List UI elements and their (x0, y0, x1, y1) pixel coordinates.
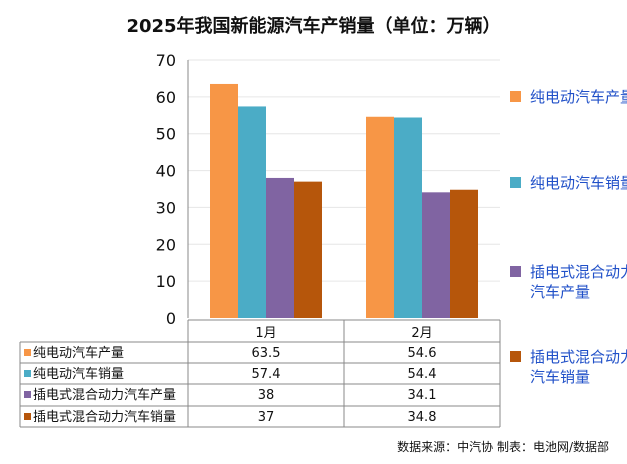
x-tick-label: 2月 (411, 326, 432, 341)
data-label: 37 (258, 410, 275, 425)
table-row-label: 插电式混合动力汽车销量 (33, 409, 176, 425)
data-label: 38 (258, 388, 275, 403)
data-label: 54.4 (408, 367, 437, 382)
data-label: 63.5 (252, 346, 281, 361)
bar-3-1 (450, 189, 478, 318)
x-tick-label: 1月 (255, 326, 276, 341)
source-note: 数据来源：中汽协 制表：电池网/数据部 (397, 440, 609, 454)
data-label: 54.6 (408, 346, 437, 361)
bar-0-0 (210, 83, 238, 318)
legend-label: 插电式混合动力汽车产量 (530, 263, 627, 301)
data-label: 57.4 (252, 367, 281, 382)
legend-label: 纯电动汽车产量 (530, 88, 627, 106)
table-legend-key (24, 349, 31, 356)
legend-item: 插电式混合动力汽车产量 (510, 262, 627, 302)
chart-title: 2025年我国新能源汽车产销量（单位：万辆） (126, 16, 501, 37)
bar-0-1 (366, 116, 394, 318)
legend-label: 纯电动汽车销量 (530, 174, 627, 192)
legend-item: 纯电动汽车销量 (510, 173, 627, 193)
bar-3-0 (294, 181, 322, 318)
y-tick-label: 40 (156, 162, 176, 181)
table-row-label: 纯电动汽车产量 (33, 345, 124, 361)
data-label: 34.1 (408, 388, 437, 403)
y-tick-label: 30 (156, 198, 176, 217)
table-row-label: 插电式混合动力汽车产量 (33, 387, 176, 403)
table-legend-key (24, 370, 31, 377)
y-tick-label: 0 (166, 309, 176, 328)
y-tick-label: 20 (156, 235, 176, 254)
legend-item: 纯电动汽车产量 (510, 87, 627, 107)
bar-1-1 (394, 117, 422, 318)
y-tick-label: 70 (156, 51, 176, 70)
table-row-label: 纯电动汽车销量 (33, 366, 124, 382)
data-label: 34.8 (408, 410, 437, 425)
table-legend-key (24, 413, 31, 420)
legend-swatch (510, 177, 521, 188)
y-tick-label: 60 (156, 88, 176, 107)
legend-label: 插电式混合动力汽车销量 (530, 348, 627, 386)
bar-1-0 (238, 106, 266, 318)
y-tick-label: 50 (156, 125, 176, 144)
bar-2-1 (422, 192, 450, 318)
legend-swatch (510, 351, 521, 362)
legend-swatch (510, 91, 521, 102)
legend-swatch (510, 266, 521, 277)
table-legend-key (24, 391, 31, 398)
y-tick-label: 10 (156, 272, 176, 291)
bar-2-0 (266, 177, 294, 318)
legend-item: 插电式混合动力汽车销量 (510, 347, 627, 387)
